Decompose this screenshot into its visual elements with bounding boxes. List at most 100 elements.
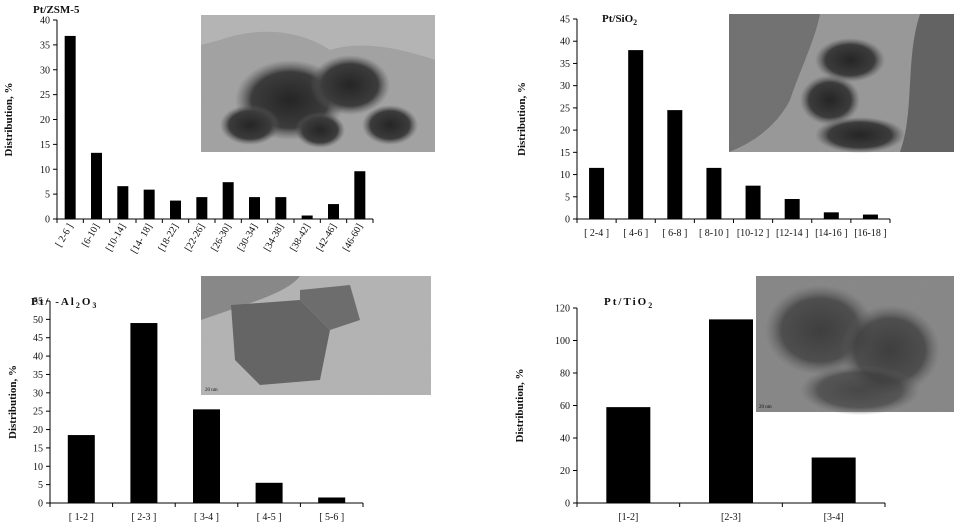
bar	[862, 214, 878, 219]
tem-inset-image	[201, 15, 435, 152]
y-tick-label: 10	[33, 462, 43, 473]
bar	[222, 182, 234, 219]
y-tick-label: 25	[33, 407, 43, 418]
bar	[255, 482, 283, 503]
x-category-label: [ 5-6 ]	[319, 512, 344, 523]
x-category-label: [30-34]	[236, 222, 261, 253]
y-tick-label: 25	[40, 90, 50, 101]
bar	[823, 212, 839, 219]
panel-pt-zsm5: Pt/ZSM-5 0 5 10 15 20 25 30 35 40 Distribution, %…	[3, 4, 435, 256]
y-tick-label: 0	[38, 499, 43, 510]
panel-title: Pt/ -Al2O3	[31, 296, 98, 310]
bar	[628, 50, 644, 219]
y-tick-label: 30	[40, 65, 50, 76]
y-tick-label: 35	[560, 59, 570, 70]
y-tick-label: 5	[565, 192, 570, 203]
x-category-label: [46-60]	[341, 222, 366, 253]
x-category-label: [ 8-10 ]	[699, 228, 729, 239]
tem-inset-image: 20 nm	[201, 276, 431, 395]
y-tick-label: 20	[560, 466, 570, 477]
x-category-label: [ 4-6 ]	[623, 228, 648, 239]
y-tick-label: 25	[560, 103, 570, 114]
bar	[143, 189, 155, 219]
x-category-label: [14- 18]	[129, 222, 155, 256]
bar-plot-area: 0 20 40 60 80 100 120 Distribution, % [1-2] [2-3]…	[514, 304, 886, 523]
x-category-label: [26-30]	[209, 222, 234, 253]
scale-bar-label: 20 nm	[759, 405, 772, 410]
y-tick-label: 100	[555, 336, 570, 347]
x-category-label: [14-16 ]	[815, 228, 848, 239]
panel-pt-sio2: Pt/SiO2 0 5 10 15 20 25 30 35 40 45 Distribution, …	[516, 13, 954, 239]
bar	[275, 197, 287, 219]
bar	[606, 407, 651, 503]
bar	[196, 197, 208, 219]
y-tick-label: 0	[45, 215, 50, 226]
bar	[709, 319, 753, 503]
y-tick-label: 15	[560, 148, 570, 159]
x-category-label: [ 2-3 ]	[131, 512, 156, 523]
bar	[249, 197, 260, 219]
y-tick-label: 60	[560, 401, 570, 412]
y-tick-label: 45	[560, 15, 570, 26]
x-category-label: [ 1-2 ]	[69, 512, 94, 523]
bar-plot-area: 0 5 10 15 20 25 30 35 40 45 50 55 Distribution, % [ 1…	[7, 297, 364, 523]
y-tick-label: 40	[560, 434, 570, 445]
x-category-label: [38-42]	[288, 222, 313, 253]
y-tick-label: 80	[560, 369, 570, 380]
panel-pt-al2o3: Pt/ -Al2O3 20 nm 0 5 10 15 20 25 30 35 40 45 50 55 D…	[7, 276, 431, 523]
x-category-label: [ 3-4 ]	[194, 512, 219, 523]
y-tick-label: 15	[40, 140, 50, 151]
y-tick-label: 5	[38, 480, 43, 491]
bar	[811, 457, 856, 503]
scale-bar-label: 20 nm	[205, 388, 218, 393]
bar	[130, 323, 158, 503]
y-tick-label: 20	[33, 425, 43, 436]
y-tick-label: 120	[555, 304, 570, 315]
y-tick-label: 10	[40, 165, 50, 176]
y-tick-label: 35	[40, 40, 50, 51]
panel-title: Pt/SiO2	[602, 13, 637, 27]
y-tick-label: 15	[33, 443, 43, 454]
bar	[784, 199, 800, 219]
bar	[667, 110, 683, 219]
panel-title: Pt/TiO2	[604, 296, 654, 310]
bar	[91, 152, 102, 219]
x-category-label: [1-2]	[618, 512, 638, 523]
x-category-label: [22-26]	[183, 222, 208, 253]
y-axis-label: Distribution, %	[514, 369, 526, 443]
y-tick-label: 35	[33, 370, 43, 381]
bar	[328, 204, 339, 219]
y-axis-label: Distribution, %	[516, 82, 528, 156]
y-tick-label: 20	[40, 115, 50, 126]
bar	[589, 167, 605, 219]
panel-title: Pt/ZSM-5	[33, 4, 80, 16]
x-category-label: [3-4]	[824, 512, 844, 523]
x-category-label: [42-46]	[315, 222, 340, 253]
x-category-label: [34-38]	[262, 222, 287, 253]
panel-pt-tio2: Pt/TiO2 20 nm 0 20 40 60 80 100 120 Distributio…	[514, 276, 954, 523]
y-axis-label: Distribution, %	[3, 83, 15, 157]
x-category-label: [16-18 ]	[854, 228, 887, 239]
y-tick-label: 30	[560, 81, 570, 92]
y-axis-label: Distribution, %	[7, 365, 19, 439]
x-category-label: [ 6-8 ]	[662, 228, 687, 239]
bar	[318, 497, 346, 503]
tem-inset-image: 20 nm	[756, 276, 954, 415]
bar	[193, 409, 220, 503]
bar	[354, 171, 366, 219]
bar	[117, 186, 129, 219]
y-tick-label: 40	[40, 16, 50, 27]
bar	[67, 435, 95, 503]
tem-inset-image	[729, 14, 954, 153]
y-tick-label: 5	[45, 190, 50, 201]
y-tick-label: 50	[33, 315, 43, 326]
x-category-label: [10-14]	[104, 222, 129, 253]
x-category-label: [2-3]	[721, 512, 741, 523]
bar-plot-area: 0 5 10 15 20 25 30 35 40 45 Distribution, % [ 2-4 ]…	[516, 15, 891, 239]
y-tick-label: 0	[565, 215, 570, 226]
x-category-label: [10-12 ]	[737, 228, 770, 239]
x-category-label: [12-14 ]	[776, 228, 809, 239]
bar	[745, 185, 761, 219]
y-tick-label: 45	[33, 333, 43, 344]
